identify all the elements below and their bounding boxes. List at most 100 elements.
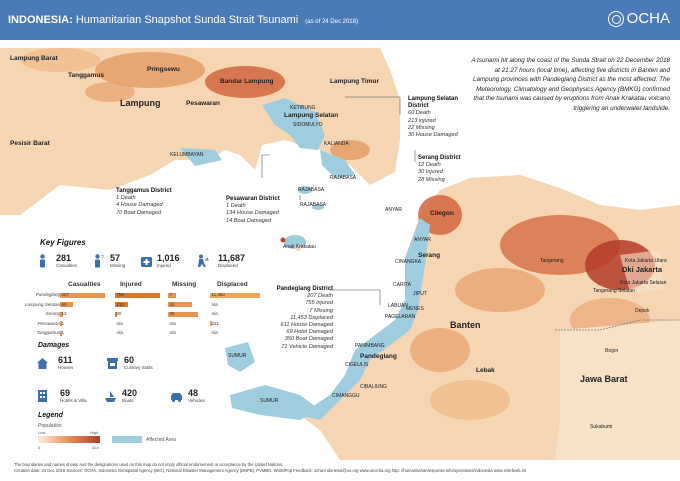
callout-line-2: 134 House Damaged [226, 210, 279, 217]
label-panimbang: PANIMBANG [355, 343, 385, 349]
ocha-logo-text: OCHA [626, 10, 670, 27]
legend-high: High [90, 430, 99, 435]
table-cell-casualties: 1 [61, 320, 65, 326]
label-kota-jakarta-selatan: Kota Jakarta Selatan [620, 280, 667, 286]
key-figure-label: Casualties [56, 263, 78, 268]
damage-boats: 420 Boats [122, 388, 137, 403]
damage-vehicles: 48 Vehicles [188, 388, 205, 403]
stall-icon [107, 358, 118, 369]
damage-label: Culinary Stalls [124, 365, 153, 370]
damage-hotels: 69 Hotels & Villa [60, 388, 87, 403]
hotel-icon [38, 390, 47, 402]
density-patch [20, 48, 100, 72]
island-panaitan [225, 342, 255, 372]
callout-serang: Serang District 12 Death 30 Injured 28 M… [418, 155, 461, 184]
affected-area-peninsula [230, 385, 320, 420]
label-lampung-selatan: Lampung Selatan [284, 112, 339, 119]
table-header-casualties: Casualties [68, 281, 101, 288]
legend-low: Low [38, 430, 46, 435]
page-title: INDONESIA: Humanitarian Snapshot Sunda S… [8, 14, 358, 26]
affected-area-lampung-south [320, 150, 355, 178]
label-pesisir-barat: Pesisir Barat [10, 140, 50, 147]
label-jiput: JIPUT [413, 291, 427, 297]
damage-label: Vehicles [188, 398, 205, 403]
ocha-logo: OCHA [607, 10, 670, 27]
island-krakatau-peak [280, 237, 286, 243]
table-cell-injured: n/a [116, 320, 123, 326]
callout-line-3: 14 Boat Damaged [226, 217, 272, 224]
key-figure-value: 281 [56, 253, 72, 263]
vehicle-icon [171, 393, 182, 402]
footer-disclaimer: The boundaries and names shown and the d… [14, 462, 284, 467]
damage-houses: 611 Houses [58, 355, 73, 370]
label-tanggamus: Tanggamus [68, 72, 104, 79]
table-header-missing: Missing [172, 281, 197, 288]
density-patch [410, 328, 470, 372]
damages-title: Damages [38, 342, 70, 349]
table-bar-injured [115, 302, 128, 307]
table-bar-casualties [60, 311, 63, 317]
key-figure-value: 1,016 [157, 253, 180, 263]
label-sumur-2: SUMUR [260, 398, 279, 404]
damage-value: 69 [60, 388, 71, 398]
table-bar-injured [115, 292, 160, 298]
callout-title: Tanggamus District [116, 188, 172, 194]
callout-line-8: 71 Vehicle Damaged [281, 343, 333, 350]
callout-line [345, 96, 401, 115]
affected-area-java [300, 218, 430, 420]
footer-sources: Creation date: 24 Dec 2018 Sources: OCHA… [14, 468, 527, 473]
damage-value: 60 [124, 355, 135, 365]
title-text: Humanitarian Snapshot Sunda Strait Tsuna… [75, 14, 299, 26]
table-row-district: Serang [45, 311, 60, 316]
callout-pesawaran: Pesawaran District 1 Death 134 House Dam… [226, 196, 280, 225]
table-header-injured: Injured [120, 281, 142, 288]
damage-value: 611 [58, 355, 73, 365]
label-pagelaran: PAGELARAN [385, 314, 416, 320]
key-figure-label: Injured [157, 263, 171, 268]
table-cell-injured: n/a [116, 330, 123, 335]
title-country: INDONESIA: [8, 14, 73, 26]
island [298, 186, 312, 194]
label-anak-krakatau: Anak Krakatau [283, 244, 316, 250]
label-pringsewu: Pringsewu [147, 66, 180, 73]
label-pesawaran: Pesawaran [186, 100, 220, 107]
affected-area-tanggamus [180, 148, 222, 166]
label-kota-jakarta-utara: Kota Jakarta Utara [625, 258, 667, 264]
table-row-district: Pandeglang [35, 292, 60, 297]
table-cell-injured: 755 [116, 292, 125, 297]
legend-max: 324 [92, 445, 99, 450]
table-cell-missing: 22 [169, 301, 175, 307]
callout-pandeglang: Pandeglang District 207 Death 755 injure… [258, 286, 333, 351]
density-patch [205, 66, 285, 98]
table-cell-injured: 213 [116, 301, 125, 307]
callout-line-3: 70 Boat Damaged [116, 209, 162, 216]
callout-line-2: 755 injured [305, 300, 333, 307]
callout-line-2: 4 House Damaged [116, 202, 163, 209]
table-cell-displaced: n/a [211, 311, 218, 316]
table-cell-displaced: 221 [211, 320, 220, 326]
table-row-district: Pesawaran [37, 320, 60, 326]
table-header-displaced: Displaced [217, 281, 248, 288]
density-patch [330, 140, 370, 160]
density-patch [455, 268, 545, 312]
label-serang: Serang [418, 252, 441, 259]
table-bar-missing [168, 302, 192, 307]
callout-line-4: 11,453 Displaced [290, 314, 333, 321]
un-emblem-icon [607, 10, 624, 27]
table-bar-casualties [60, 321, 62, 326]
label-cinangka: CINANGKA [395, 259, 422, 265]
label-lampung-timur: Lampung Timur [330, 78, 379, 85]
legend-min: 0 [38, 445, 41, 450]
table-cell-missing: n/a [169, 330, 176, 335]
boat-icon [105, 391, 116, 402]
callout-line-1: 207 Death [307, 293, 333, 300]
callout-line-5: 611 House Damaged [280, 322, 333, 329]
callout-line [261, 154, 270, 178]
density-patch [430, 380, 510, 420]
callout-title: Pandeglang District [276, 286, 333, 292]
table-cell-missing: n/a [169, 320, 176, 326]
callout-line-3: 7 Missing [309, 307, 333, 314]
callout-lampung-selatan: Lampung Selatan District 60 Death 213 in… [408, 96, 468, 139]
label-carita: CARITA [393, 282, 411, 288]
callout-line-6: 69 Hotel Damaged [286, 329, 333, 336]
